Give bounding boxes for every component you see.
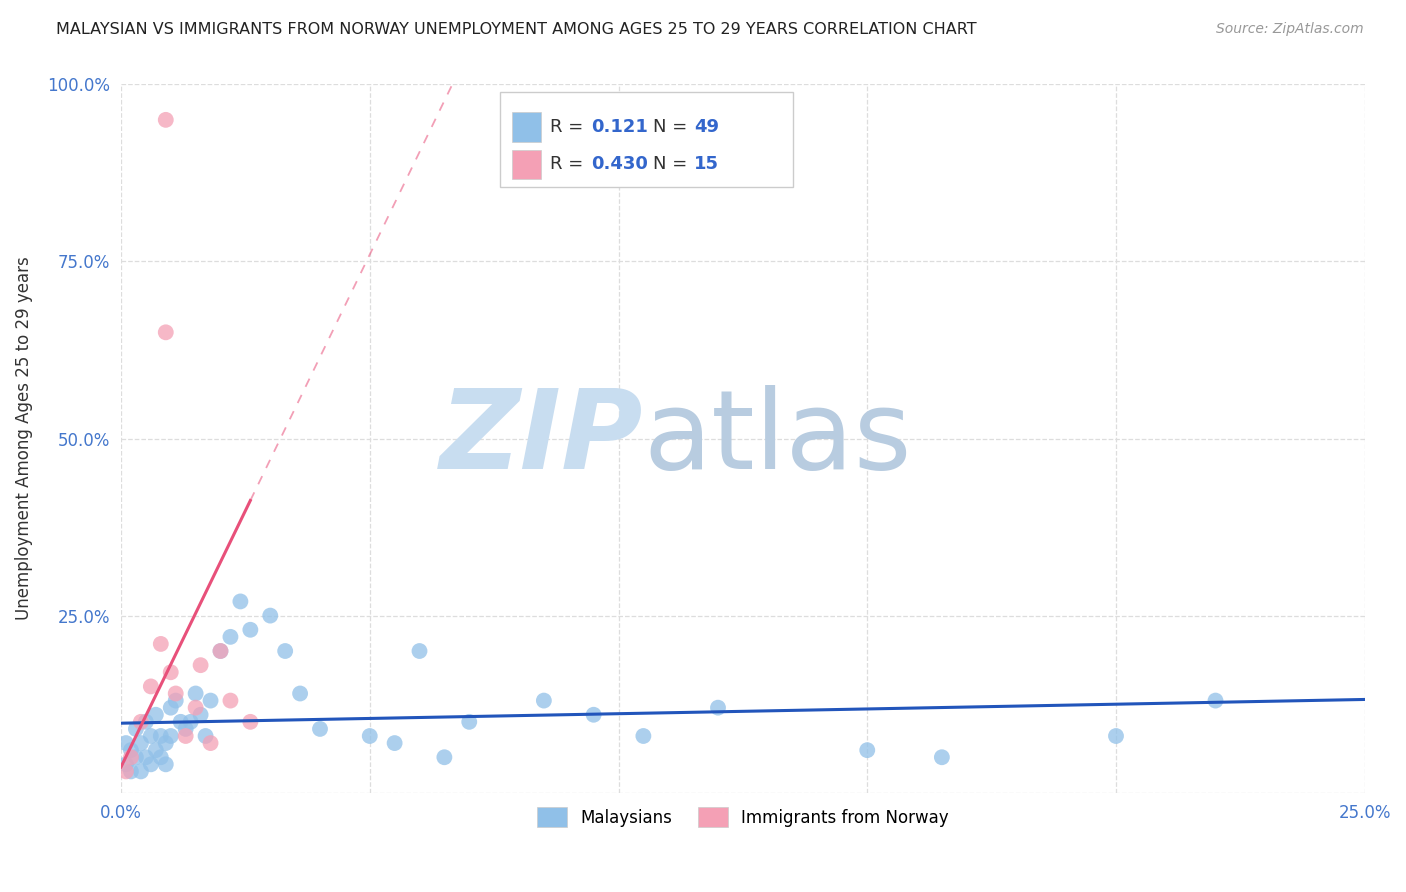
Point	[115, 757, 138, 772]
Point	[533, 693, 555, 707]
Point	[633, 729, 655, 743]
Text: MALAYSIAN VS IMMIGRANTS FROM NORWAY UNEMPLOYMENT AMONG AGES 25 TO 29 YEARS CORRE: MALAYSIAN VS IMMIGRANTS FROM NORWAY UNEM…	[56, 22, 977, 37]
Point	[408, 644, 430, 658]
Point	[582, 707, 605, 722]
Text: atlas: atlas	[644, 385, 912, 492]
Point	[159, 700, 181, 714]
Text: Source: ZipAtlas.com: Source: ZipAtlas.com	[1216, 22, 1364, 37]
Point	[155, 326, 177, 340]
Point	[200, 693, 222, 707]
Point	[145, 707, 167, 722]
Point	[384, 736, 406, 750]
Text: 0.430: 0.430	[591, 155, 648, 173]
Y-axis label: Unemployment Among Ages 25 to 29 years: Unemployment Among Ages 25 to 29 years	[15, 257, 32, 621]
Point	[190, 658, 212, 673]
Text: R =: R =	[550, 118, 589, 136]
Text: N =: N =	[654, 118, 693, 136]
Point	[239, 623, 262, 637]
Point	[145, 743, 167, 757]
Point	[129, 764, 152, 779]
Point	[309, 722, 332, 736]
Point	[155, 112, 177, 127]
Point	[1105, 729, 1128, 743]
Point	[115, 764, 138, 779]
Point	[135, 714, 157, 729]
Point	[219, 693, 242, 707]
Point	[174, 722, 197, 736]
Point	[129, 736, 152, 750]
Point	[120, 743, 142, 757]
Text: 15: 15	[695, 155, 720, 173]
Point	[149, 637, 172, 651]
Point	[120, 764, 142, 779]
Point	[433, 750, 456, 764]
Text: 49: 49	[695, 118, 720, 136]
FancyBboxPatch shape	[501, 92, 793, 187]
Point	[219, 630, 242, 644]
Point	[190, 707, 212, 722]
Point	[229, 594, 252, 608]
Point	[165, 686, 187, 700]
Point	[288, 686, 311, 700]
Point	[707, 700, 730, 714]
Point	[1205, 693, 1227, 707]
Point	[120, 750, 142, 764]
Point	[125, 750, 148, 764]
Point	[180, 714, 202, 729]
Legend: Malaysians, Immigrants from Norway: Malaysians, Immigrants from Norway	[530, 800, 955, 834]
Point	[135, 750, 157, 764]
Text: ZIP: ZIP	[440, 385, 644, 492]
Point	[209, 644, 232, 658]
Point	[200, 736, 222, 750]
Point	[155, 736, 177, 750]
Point	[139, 757, 162, 772]
Point	[149, 729, 172, 743]
Text: N =: N =	[654, 155, 693, 173]
Point	[149, 750, 172, 764]
Point	[165, 693, 187, 707]
Point	[184, 686, 207, 700]
Point	[170, 714, 193, 729]
Point	[274, 644, 297, 658]
Text: 0.121: 0.121	[591, 118, 648, 136]
Point	[129, 714, 152, 729]
FancyBboxPatch shape	[512, 112, 541, 142]
Point	[125, 722, 148, 736]
Point	[159, 729, 181, 743]
Point	[139, 729, 162, 743]
Point	[931, 750, 953, 764]
FancyBboxPatch shape	[512, 150, 541, 179]
Point	[155, 757, 177, 772]
Point	[359, 729, 381, 743]
Point	[139, 680, 162, 694]
Point	[209, 644, 232, 658]
Point	[184, 700, 207, 714]
Point	[259, 608, 281, 623]
Point	[194, 729, 217, 743]
Point	[115, 736, 138, 750]
Point	[159, 665, 181, 680]
Point	[856, 743, 879, 757]
Point	[458, 714, 481, 729]
Text: R =: R =	[550, 155, 589, 173]
Point	[239, 714, 262, 729]
Point	[174, 729, 197, 743]
